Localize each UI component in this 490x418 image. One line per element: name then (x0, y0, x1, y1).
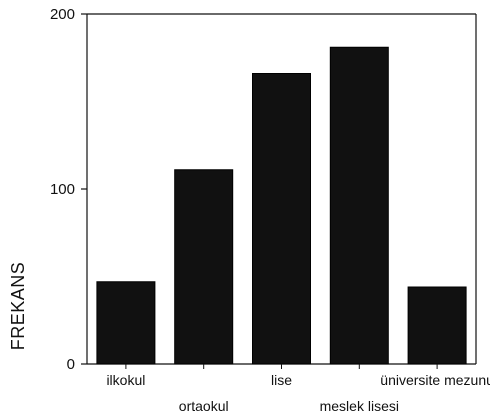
x-tick-label: ilkokul (106, 372, 145, 388)
bar-1 (174, 169, 234, 365)
bar-4 (407, 286, 467, 365)
x-tick-label: ortaokul (179, 398, 229, 414)
y-tick-label: 0 (67, 356, 75, 373)
bar-2 (252, 73, 311, 365)
y-ticks: 0 100 200 (50, 6, 87, 373)
x-tick-labels: ilkokul ortaokul lise meslek lisesi üniversi… (106, 372, 490, 414)
bar-0 (96, 281, 156, 365)
y-axis-title: FREKANS (8, 262, 28, 351)
x-tick-label: lise (271, 372, 292, 388)
bars (96, 46, 467, 369)
y-tick-label: 100 (50, 181, 75, 198)
y-tick-label: 200 (50, 6, 75, 23)
x-tick-label: üniversite mezunu (380, 372, 490, 388)
x-tick-label: meslek lisesi (320, 398, 399, 414)
bar-3 (329, 46, 389, 365)
